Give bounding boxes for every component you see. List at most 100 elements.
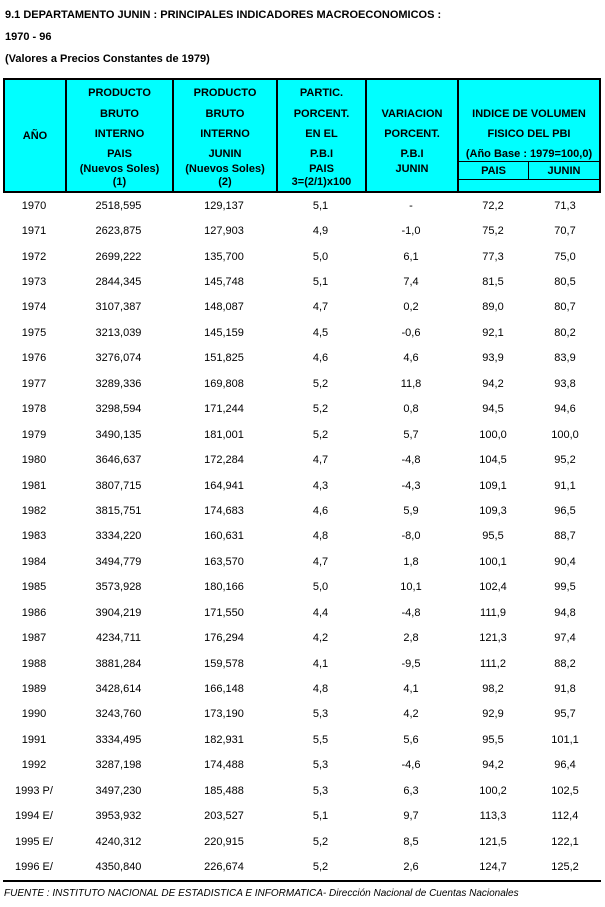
cell-partic: 5,5 xyxy=(312,733,329,746)
table-row: 1977 3289,336 169,808 5,2 11,8 94,2 93,8 xyxy=(3,371,601,396)
header-line: (1) xyxy=(112,176,127,188)
cell-pbi-junin: 129,137 xyxy=(204,199,244,212)
cell-ind-pais: 124,7 xyxy=(479,861,507,874)
cell-year: 1994 E/ xyxy=(15,810,53,823)
table-row: 1971 2623,875 127,903 4,9 -1,0 75,2 70,7 xyxy=(3,218,601,243)
cell-year: 1972 xyxy=(21,250,47,263)
cell-pbi-pais: 3276,074 xyxy=(95,352,142,365)
cell-pbi-pais: 3881,284 xyxy=(95,657,142,670)
cell-year: 1992 xyxy=(21,759,47,772)
cell-ind-junin: 70,7 xyxy=(554,225,576,238)
cell-variacion: -8,0 xyxy=(401,530,421,543)
cell-ind-pais: 111,2 xyxy=(480,657,506,670)
cell-year: 1974 xyxy=(21,301,47,314)
cell-ind-junin: 75,0 xyxy=(554,250,576,263)
cell-pbi-pais: 3213,039 xyxy=(95,326,142,339)
cell-variacion: -9,5 xyxy=(401,657,421,670)
table-row: 1991 3334,495 182,931 5,5 5,6 95,5 101,1 xyxy=(3,727,601,752)
cell-partic: 5,3 xyxy=(312,708,329,721)
cell-pbi-pais: 3287,198 xyxy=(95,759,142,772)
cell-pbi-junin: 182,931 xyxy=(204,733,244,746)
table-row: 1978 3298,594 171,244 5,2 0,8 94,5 94,6 xyxy=(3,397,601,422)
cell-pbi-pais: 4350,840 xyxy=(95,861,142,874)
cell-pbi-junin: 174,683 xyxy=(204,504,244,517)
cell-ind-pais: 89,0 xyxy=(482,301,504,314)
cell-ind-pais: 95,5 xyxy=(482,530,504,543)
cell-year: 1984 xyxy=(21,555,47,568)
cell-partic: 5,3 xyxy=(312,784,329,797)
cell-partic: 5,1 xyxy=(312,199,329,212)
cell-ind-pais: 94,2 xyxy=(482,759,504,772)
header-line: (Nuevos Soles) xyxy=(79,163,160,175)
header-line: PORCENT. xyxy=(293,108,350,120)
cell-ind-pais: 100,2 xyxy=(479,784,507,797)
cell-ind-pais: 94,2 xyxy=(482,377,504,390)
cell-ind-junin: 96,5 xyxy=(554,504,576,517)
cell-partic: 4,6 xyxy=(312,504,329,517)
header-indice-pais: PAIS xyxy=(459,162,529,179)
cell-ind-junin: 94,6 xyxy=(554,403,576,416)
header-partic: PARTIC. PORCENT. EN EL P.B.I PAIS 3=(2/1… xyxy=(278,80,367,191)
cell-partic: 4,7 xyxy=(312,301,329,314)
header-line: INTERNO xyxy=(94,128,145,140)
cell-pbi-pais: 3573,928 xyxy=(95,581,142,594)
cell-partic: 5,0 xyxy=(312,250,329,263)
cell-pbi-junin: 164,941 xyxy=(204,479,244,492)
header-line: JUNIN xyxy=(208,148,242,160)
table-header: AÑO PRODUCTO BRUTO INTERNO PAIS (Nuevos … xyxy=(3,78,601,193)
table-row: 1996 E/ 4350,840 226,674 5,2 2,6 124,7 1… xyxy=(3,854,601,879)
header-variacion: VARIACION PORCENT. P.B.I JUNIN xyxy=(367,80,459,191)
cell-ind-junin: 83,9 xyxy=(554,352,576,365)
cell-pbi-junin: 163,570 xyxy=(204,555,244,568)
header-indice-subrow: PAIS JUNIN xyxy=(459,161,599,180)
cell-year: 1971 xyxy=(21,225,47,238)
cell-ind-pais: 72,2 xyxy=(482,199,504,212)
header-line: VARIACION xyxy=(381,108,443,120)
cell-pbi-pais: 3334,220 xyxy=(95,530,142,543)
cell-ind-junin: 95,2 xyxy=(554,454,576,467)
header-line: (Nuevos Soles) xyxy=(185,163,265,175)
cell-partic: 5,1 xyxy=(312,810,329,823)
cell-pbi-junin: 145,159 xyxy=(204,326,244,339)
cell-year: 1985 xyxy=(21,581,47,594)
cell-ind-junin: 91,8 xyxy=(554,683,576,696)
cell-ind-junin: 71,3 xyxy=(554,199,576,212)
cell-year: 1977 xyxy=(21,377,47,390)
table-row: 1989 3428,614 166,148 4,8 4,1 98,2 91,8 xyxy=(3,676,601,701)
cell-partic: 4,9 xyxy=(312,225,329,238)
table-row: 1990 3243,760 173,190 5,3 4,2 92,9 95,7 xyxy=(3,702,601,727)
cell-year: 1990 xyxy=(21,708,47,721)
cell-pbi-pais: 3497,230 xyxy=(95,784,142,797)
cell-ind-pais: 77,3 xyxy=(482,250,504,263)
cell-pbi-junin: 148,087 xyxy=(204,301,244,314)
cell-ind-pais: 98,2 xyxy=(482,683,504,696)
cell-partic: 4,8 xyxy=(312,530,329,543)
cell-ind-junin: 80,7 xyxy=(554,301,576,314)
cell-partic: 4,6 xyxy=(312,352,329,365)
cell-pbi-junin: 127,903 xyxy=(204,225,244,238)
cell-ind-junin: 80,5 xyxy=(554,276,576,289)
table-row: 1970 2518,595 129,137 5,1 - 72,2 71,3 xyxy=(3,193,601,218)
cell-ind-junin: 90,4 xyxy=(554,555,576,568)
cell-pbi-junin: 220,915 xyxy=(204,835,244,848)
header-line: PRODUCTO xyxy=(193,87,257,99)
cell-ind-pais: 104,5 xyxy=(479,454,507,467)
table-row: 1982 3815,751 174,683 4,6 5,9 109,3 96,5 xyxy=(3,498,601,523)
cell-partic: 4,7 xyxy=(312,555,329,568)
header-line: P.B.I xyxy=(309,148,334,160)
cell-pbi-pais: 3428,614 xyxy=(95,683,142,696)
cell-variacion: 1,8 xyxy=(403,555,419,568)
cell-ind-junin: 100,0 xyxy=(551,428,579,441)
table-body: 1970 2518,595 129,137 5,1 - 72,2 71,3 19… xyxy=(3,193,601,882)
table-row: 1976 3276,074 151,825 4,6 4,6 93,9 83,9 xyxy=(3,346,601,371)
cell-pbi-junin: 135,700 xyxy=(204,250,244,263)
cell-pbi-junin: 171,244 xyxy=(204,403,244,416)
cell-ind-pais: 95,5 xyxy=(482,733,504,746)
cell-pbi-pais: 2623,875 xyxy=(95,225,142,238)
cell-year: 1970 xyxy=(21,199,47,212)
cell-pbi-pais: 3494,779 xyxy=(95,555,142,568)
table-row: 1987 4234,711 176,294 4,2 2,8 121,3 97,4 xyxy=(3,625,601,650)
title-line-2: 1970 - 96 xyxy=(5,31,52,43)
table-row: 1994 E/ 3953,932 203,527 5,1 9,7 113,3 1… xyxy=(3,804,601,829)
cell-variacion: 5,6 xyxy=(403,733,419,746)
